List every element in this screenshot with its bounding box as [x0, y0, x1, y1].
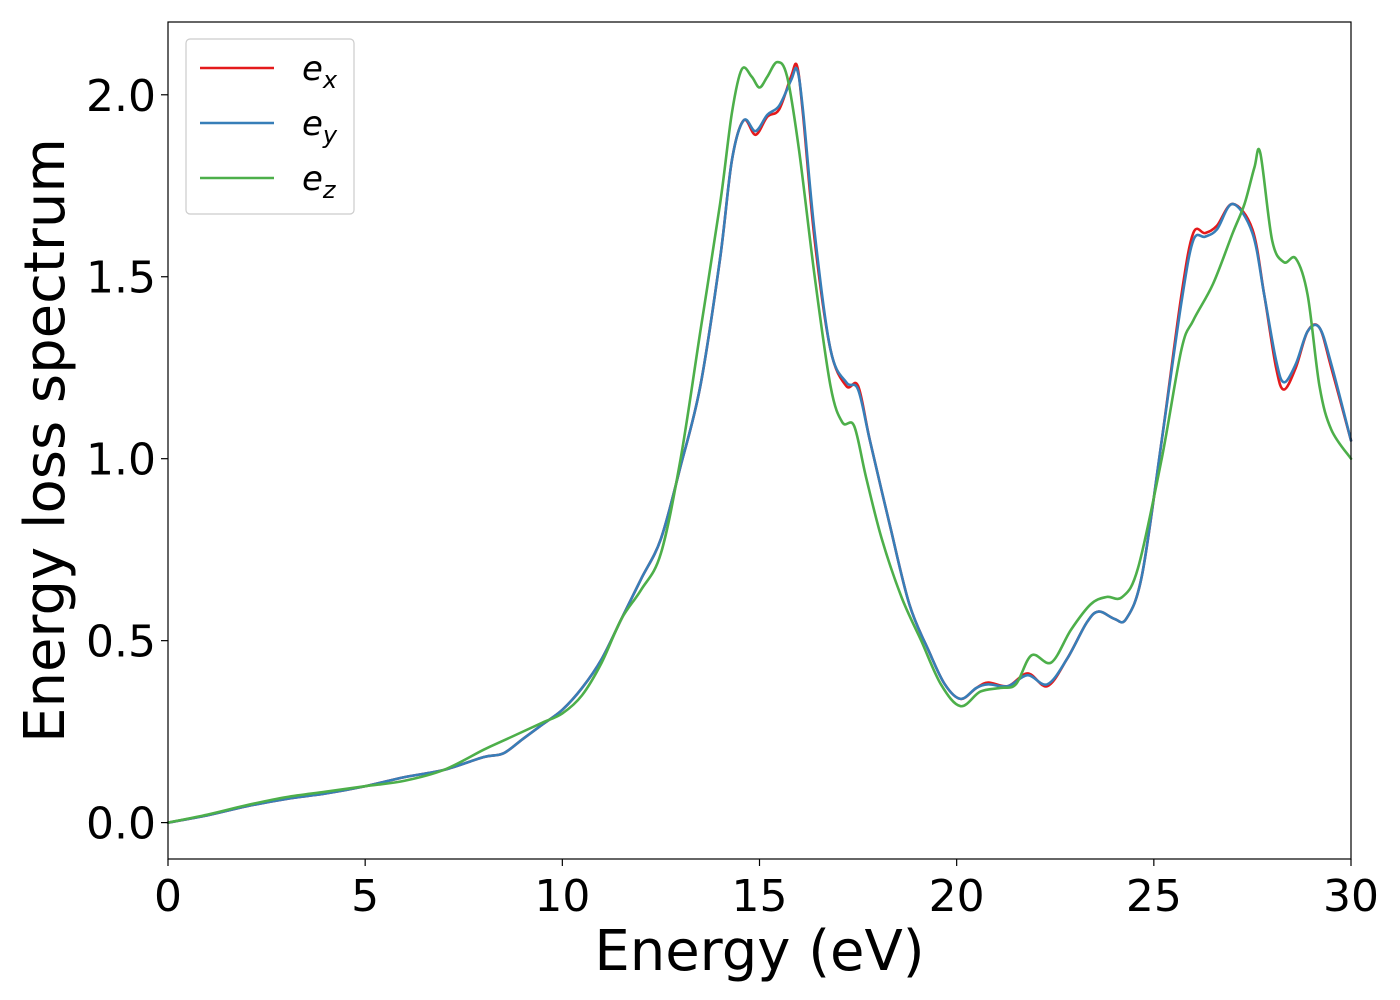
x-tick-label: 30: [1323, 871, 1379, 922]
y-axis: 0.0 0.5 1.0 1.5 2.0: [86, 71, 168, 850]
y-tick-label: 2.0: [86, 71, 156, 122]
x-axis-label: Energy (eV): [594, 919, 924, 984]
series-line-z: [166, 60, 1353, 824]
x-tick-label: 20: [929, 871, 985, 922]
x-tick-label: 0: [154, 871, 182, 922]
y-tick-label: 0.5: [86, 617, 156, 668]
plot-area: [168, 22, 1351, 859]
x-tick-label: 25: [1126, 871, 1182, 922]
y-tick-label: 1.5: [86, 253, 156, 304]
legend: ex ey ez: [185, 38, 355, 215]
y-tick-label: 0.0: [86, 799, 156, 850]
y-tick-label: 1.0: [86, 435, 156, 486]
legend-label-x: ex: [302, 49, 338, 94]
y-axis-label: Energy loss spectrum: [13, 138, 78, 743]
legend-label-z: ez: [302, 159, 337, 204]
legend-label-y: ey: [302, 104, 338, 149]
x-tick-label: 5: [351, 871, 379, 922]
x-tick-label: 15: [732, 871, 788, 922]
legend-box: [185, 38, 355, 215]
x-tick-label: 10: [534, 871, 590, 922]
x-axis: 0 5 10 15 20 25 30: [154, 859, 1379, 922]
series-layer: [166, 60, 1353, 824]
